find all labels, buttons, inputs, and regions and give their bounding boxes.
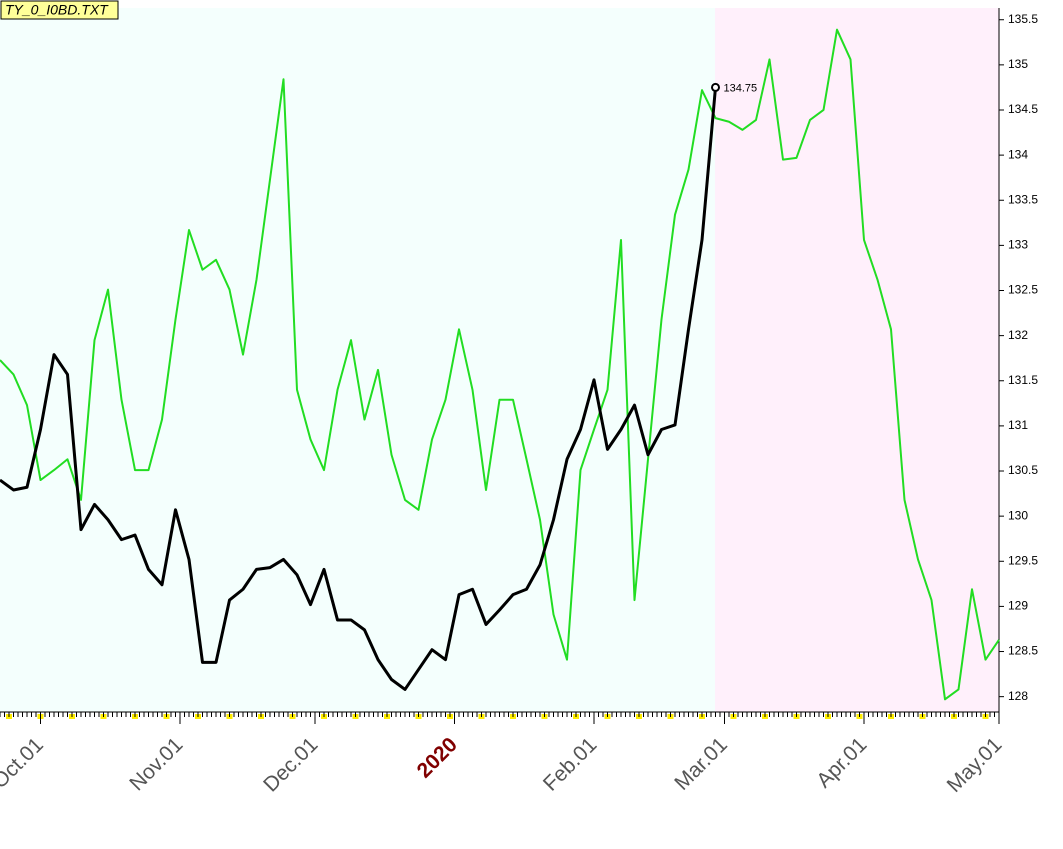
y-tick-label: 130.5 bbox=[1008, 463, 1038, 477]
y-tick-label: 130 bbox=[1008, 508, 1028, 522]
x-tick-label: Nov.01 bbox=[125, 733, 187, 795]
last-point bbox=[711, 82, 720, 92]
series-line bbox=[0, 28, 1000, 701]
y-tick-label: 129 bbox=[1008, 599, 1028, 613]
y-tick-label: 129.5 bbox=[1008, 553, 1038, 567]
x-tick-label: Oct.01 bbox=[0, 733, 48, 793]
projection-background bbox=[715, 8, 999, 712]
x-tick-label: May.01 bbox=[943, 733, 1007, 797]
series-line bbox=[0, 87, 717, 691]
y-tick-label: 131.5 bbox=[1008, 373, 1038, 387]
y-tick-label: 128.5 bbox=[1008, 644, 1038, 658]
y-tick-label: 132 bbox=[1008, 328, 1028, 342]
y-tick-label: 133.5 bbox=[1008, 192, 1038, 206]
x-tick-label: 2020 bbox=[413, 733, 462, 782]
y-tick-label: 134 bbox=[1008, 147, 1028, 161]
y-tick-label: 128 bbox=[1008, 689, 1028, 703]
x-tick-label: Mar.01 bbox=[670, 733, 732, 795]
x-tick-label: Feb.01 bbox=[539, 733, 602, 796]
chart-title: TY_0_I0BD.TXT bbox=[5, 2, 109, 18]
title-box bbox=[0, 0, 119, 20]
y-tick-label: 135.5 bbox=[1008, 12, 1038, 26]
y-tick-label: 135 bbox=[1008, 57, 1028, 71]
y-tick-label: 131 bbox=[1008, 418, 1028, 432]
y-tick-label: 134.5 bbox=[1008, 102, 1038, 116]
x-tick-label: Apr.01 bbox=[812, 733, 871, 792]
y-tick-label: 133 bbox=[1008, 238, 1028, 252]
history-background bbox=[0, 8, 715, 712]
last-value-label: 134.75 bbox=[724, 82, 758, 94]
x-tick-label: Dec.01 bbox=[259, 733, 322, 796]
y-tick-label: 132.5 bbox=[1008, 283, 1038, 297]
